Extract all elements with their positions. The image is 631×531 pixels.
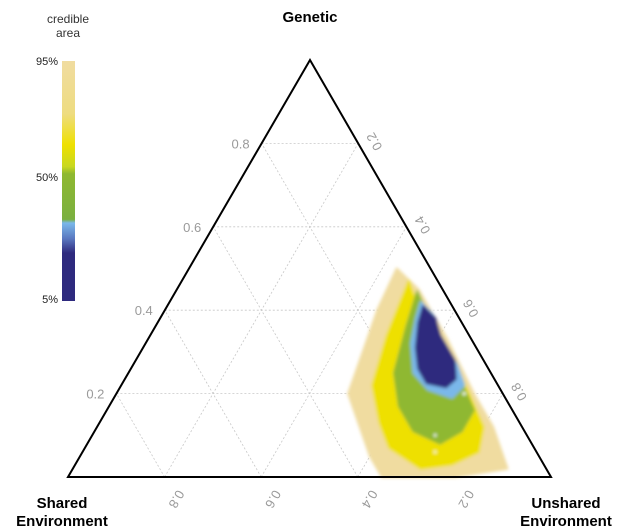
legend-color-bar <box>62 61 75 301</box>
grid-line-shared-0.8 <box>116 393 165 478</box>
tick-bottom-0.2: 0.2 <box>455 488 477 511</box>
vertex-label-unshared-line1: Unshared <box>531 495 600 512</box>
tick-left-0.6: 0.6 <box>183 220 201 235</box>
legend-tick-5: 5% <box>42 294 58 306</box>
density-speck-3 <box>433 450 437 454</box>
credible-regions <box>347 267 509 478</box>
grid-line-shared-0.6 <box>164 309 262 478</box>
tick-left-0.4: 0.4 <box>135 303 153 318</box>
grid-line-unshared-0.4 <box>260 226 407 478</box>
credible-region-5pct <box>414 305 457 389</box>
tick-bottom-0.4: 0.4 <box>359 488 381 511</box>
triangle-frame <box>66 58 553 478</box>
vertex-label-unshared-line2: Environment <box>520 513 612 530</box>
vertex-labels: Genetic Shared Environment Unshared Envi… <box>16 9 612 530</box>
tick-right-0.2: 0.2 <box>363 130 385 153</box>
legend-tick-95: 95% <box>36 56 58 68</box>
tick-left-0.8: 0.8 <box>232 136 250 151</box>
tick-bottom-0.6: 0.6 <box>262 488 284 511</box>
triangle-outline <box>66 58 553 478</box>
legend-title-line2: area <box>56 26 80 40</box>
vertex-label-shared-line2: Environment <box>16 513 108 530</box>
tick-right-0.4: 0.4 <box>411 213 433 236</box>
tick-right-0.6: 0.6 <box>460 297 482 320</box>
legend-tick-50: 50% <box>36 172 58 184</box>
vertex-label-shared-line1: Shared <box>37 495 88 512</box>
grid-line-shared-0.4 <box>212 226 359 478</box>
legend-title-line1: credible <box>47 12 89 26</box>
vertex-label-genetic: Genetic <box>282 9 337 26</box>
legend: credible area 95% 50% 5% <box>36 12 89 306</box>
tick-left-0.2: 0.2 <box>86 387 104 402</box>
density-speck-0 <box>433 308 438 313</box>
tick-bottom-0.8: 0.8 <box>165 488 187 511</box>
tick-right-0.8: 0.8 <box>508 380 530 403</box>
density-speck-1 <box>462 392 466 396</box>
density-speck-2 <box>433 433 437 437</box>
